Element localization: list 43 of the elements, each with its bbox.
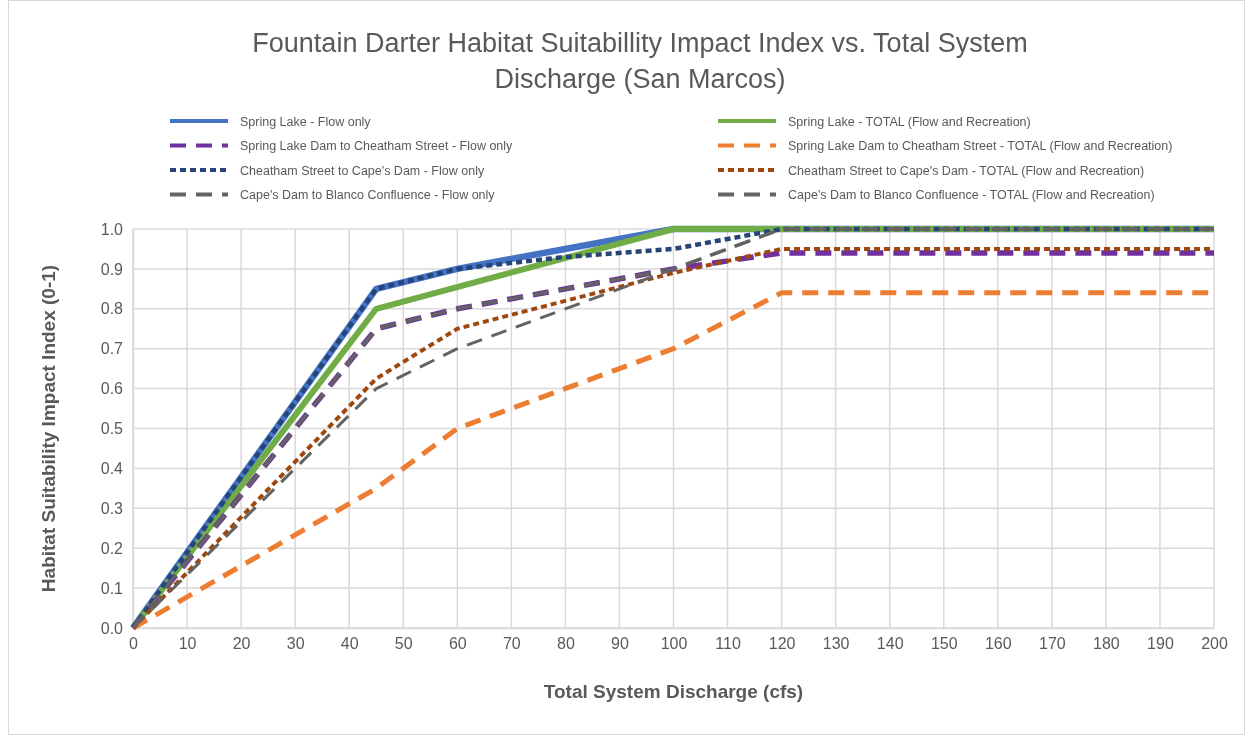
x-tick-label: 70 — [502, 635, 521, 653]
legend-label: Spring Lake - TOTAL (Flow and Recreation) — [788, 114, 1031, 129]
x-tick-label: 110 — [715, 635, 741, 653]
y-tick-label: 0.0 — [100, 619, 124, 637]
x-tick-label: 20 — [232, 635, 251, 653]
x-tick-label: 40 — [340, 635, 359, 653]
legend-label: Spring Lake Dam to Cheatham Street - Flow only — [240, 139, 514, 153]
legend-label: Cheatham Street to Cape's Dam - Flow only — [240, 163, 485, 178]
x-tick-label: 0 — [129, 635, 139, 653]
x-tick-label: 30 — [286, 635, 305, 653]
legend-label: Spring Lake Dam to Cheatham Street - TOTAL (Flow and Recreation) — [788, 139, 1173, 153]
legend-label: Cape's Dam to Blanco Confluence - Flow only — [240, 188, 496, 202]
y-tick-label: 0.1 — [100, 579, 124, 597]
legend-label: Cheatham Street to Cape's Dam - TOTAL (Flow and Recreation) — [788, 163, 1145, 178]
y-tick-label: 0.7 — [100, 340, 124, 358]
y-tick-label: 0.3 — [100, 499, 124, 517]
x-tick-label: 10 — [178, 635, 197, 653]
legend-label: Spring Lake - Flow only — [240, 114, 372, 129]
legend-label: Cape's Dam to Blanco Confluence - TOTAL (Flow and Recreation) — [788, 188, 1155, 202]
y-tick-label: 0.9 — [100, 260, 124, 278]
x-tick-label: 130 — [822, 635, 850, 653]
x-tick-label: 60 — [448, 635, 467, 653]
x-tick-label: 100 — [660, 635, 688, 653]
x-tick-label: 80 — [557, 635, 575, 653]
y-tick-label: 0.4 — [100, 460, 124, 478]
x-tick-label: 50 — [394, 635, 413, 653]
x-axis-title: Total System Discharge (cfs) — [543, 681, 804, 702]
x-tick-label: 170 — [1039, 635, 1066, 653]
x-tick-label: 90 — [611, 635, 629, 653]
y-axis-title: Habitat Suitability Impact Index (0-1) — [38, 264, 59, 593]
x-tick-label: 160 — [984, 635, 1012, 653]
y-tick-label: 0.8 — [100, 300, 124, 318]
x-tick-label: 200 — [1201, 635, 1228, 653]
x-tick-label: 120 — [768, 635, 796, 653]
y-tick-label: 0.5 — [100, 420, 124, 438]
x-tick-label: 190 — [1147, 635, 1174, 653]
x-tick-label: 150 — [930, 635, 958, 653]
chart-title: Fountain Darter Habitat Suitabillity Impact Index vs. Total System Discharge (San Marcos) — [252, 28, 1028, 94]
y-tick-label: 0.6 — [100, 380, 124, 398]
y-tick-label: 1.0 — [100, 220, 124, 238]
x-tick-label: 180 — [1093, 635, 1120, 653]
x-tick-label: 140 — [876, 635, 904, 653]
y-tick-label: 0.2 — [100, 539, 124, 557]
